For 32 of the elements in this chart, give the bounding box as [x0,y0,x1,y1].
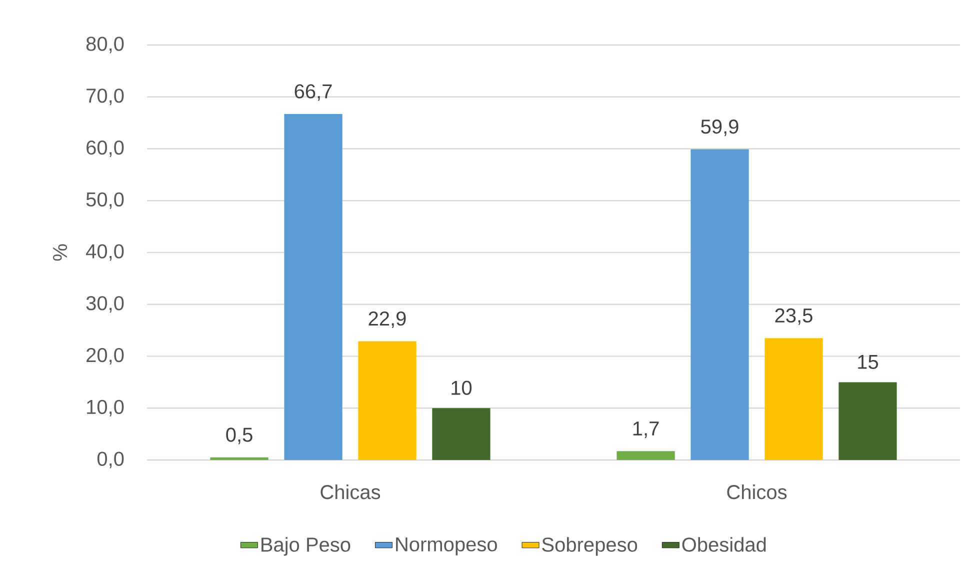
y-tick-label: 70,0 [86,88,124,106]
y-tick-label: 60,0 [86,140,124,158]
bar [210,457,268,460]
y-tick-label: 40,0 [86,244,124,261]
y-tick-label: 20,0 [86,348,124,365]
bar [284,114,342,460]
data-label: 0,5 [226,428,252,444]
y-tick-label: 0,0 [97,452,124,468]
bar [432,408,490,460]
data-label: 23,5 [775,308,812,325]
legend-label: Normopeso [396,537,497,556]
y-tick-label: 30,0 [86,296,124,313]
bar [690,149,749,460]
data-label: 66,7 [294,84,332,101]
data-label: 59,9 [701,120,738,136]
y-tick-label: 10,0 [87,400,124,416]
data-label: 10 [452,380,472,395]
legend-label: Obesidad [682,537,766,552]
legend-label: Sobrepeso [542,537,638,556]
bar [838,382,897,460]
x-tick-label: Chicos [727,484,787,500]
y-axis-title: % [53,244,68,261]
data-label: 15 [858,355,878,369]
y-tick-label: 50,0 [86,192,124,209]
data-label: 22,9 [368,311,406,328]
x-tick-label: Chicas [320,484,380,500]
legend-label: Bajo Peso [262,537,350,556]
data-label: 1,7 [633,422,659,438]
y-tick-label: 80,0 [86,36,124,54]
bar [616,451,675,460]
bar [358,341,416,460]
bar [764,338,823,460]
